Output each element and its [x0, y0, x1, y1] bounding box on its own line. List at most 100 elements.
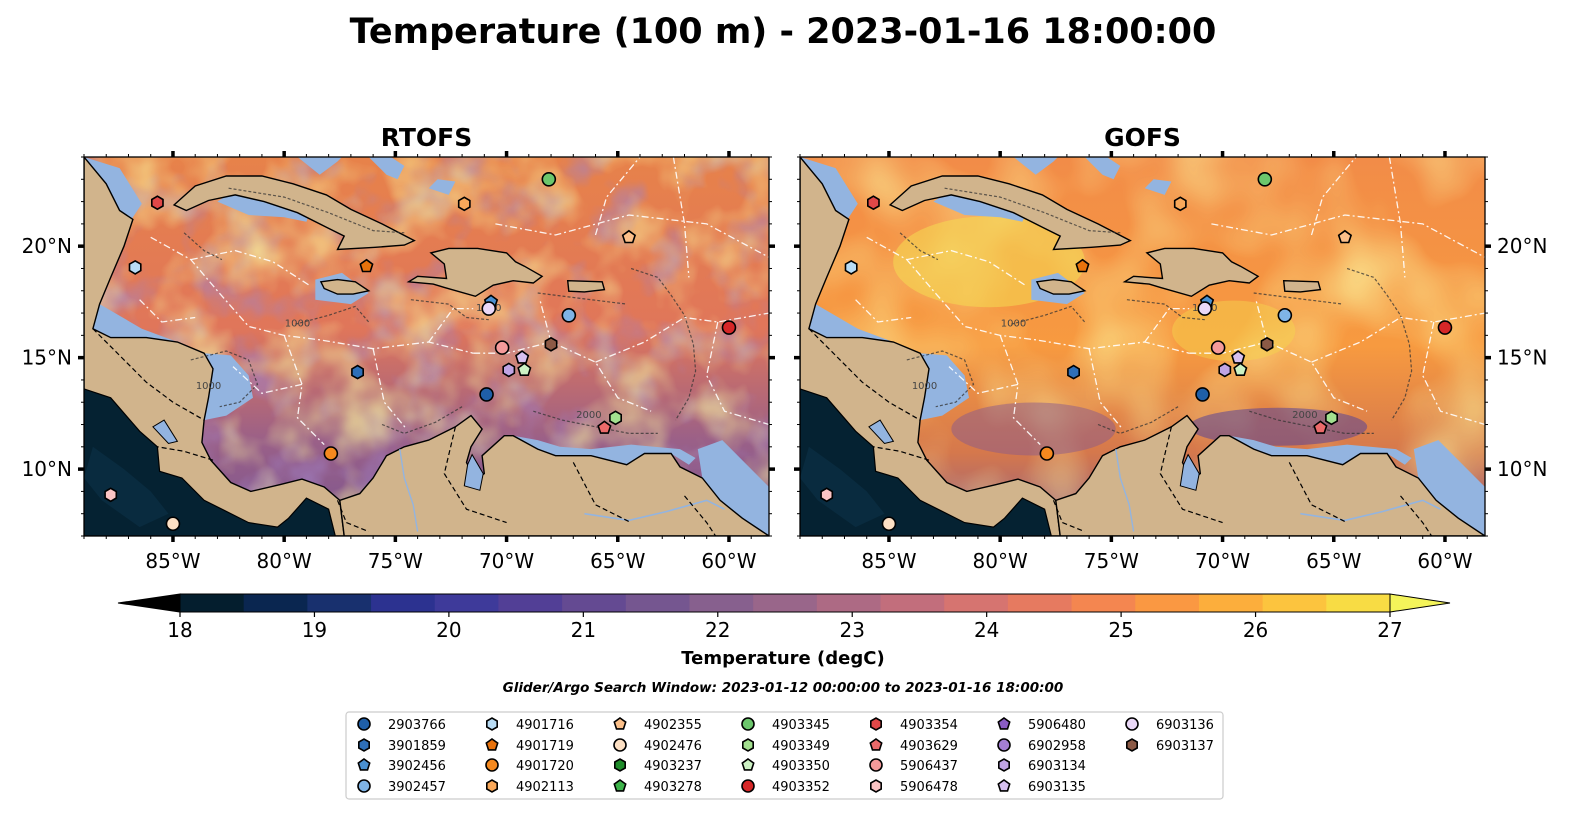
lat-tick-label: 15°N — [1497, 346, 1547, 370]
float-marker-4903352 — [721, 320, 737, 335]
legend-item: 4903237 — [614, 758, 702, 774]
bathymetry-contour — [1126, 299, 1205, 321]
lon-tick-label: 60°W — [701, 549, 756, 573]
eez-boundary — [595, 312, 769, 363]
legend-label: 6903135 — [1028, 780, 1086, 795]
lat-tick-label: 15°N — [22, 346, 72, 370]
shallow-shelf — [204, 353, 253, 421]
legend-marker-circle — [357, 717, 371, 731]
pacific-texture — [800, 446, 885, 528]
country-border — [92, 328, 205, 421]
river — [1115, 448, 1135, 532]
colorbar-segment — [562, 594, 627, 612]
legend-label: 5906437 — [900, 759, 958, 774]
legend-label: 4902476 — [644, 739, 702, 754]
legend-marker-pentagon — [357, 758, 371, 771]
float-marker-5906478 — [820, 487, 834, 503]
lon-tick-label: 65°W — [1306, 549, 1361, 573]
legend-label: 4902355 — [644, 718, 702, 733]
country-border — [1052, 500, 1085, 533]
lake — [868, 419, 895, 445]
country-border — [157, 446, 214, 461]
float-marker-6903135 — [1231, 350, 1246, 364]
shallow-shelf — [297, 157, 342, 175]
contour-label: 1000 — [1001, 318, 1026, 329]
shallow-shelf — [933, 192, 1027, 222]
colorbar-segment — [1326, 594, 1391, 612]
shallow-shelf — [1229, 435, 1412, 465]
colorbar-tick-label: 22 — [705, 618, 730, 642]
legend-label: 6903136 — [1156, 718, 1214, 733]
bathymetry-contour — [1253, 292, 1343, 305]
land — [1035, 278, 1087, 295]
contour-label: 1000 — [196, 381, 221, 392]
shallow-shelf — [217, 192, 311, 222]
legend-marker-hexagon — [486, 779, 498, 793]
lon-tick-label: 65°W — [590, 549, 645, 573]
legend-label: 4903350 — [772, 759, 830, 774]
legend-marker-circle — [869, 758, 883, 772]
lake — [463, 453, 484, 491]
country-border — [1288, 462, 1348, 524]
colorbar-tick-label: 26 — [1243, 618, 1268, 642]
float-marker-4902476 — [165, 516, 181, 532]
land — [566, 279, 606, 293]
float-marker-4901716 — [844, 259, 858, 275]
float-marker-6903136 — [1197, 301, 1213, 316]
shallow-shelf — [697, 440, 769, 536]
land — [406, 247, 544, 298]
colorbar-segment — [307, 594, 372, 612]
warm-patch — [1172, 300, 1296, 362]
legend-item: 3902457 — [357, 779, 446, 795]
float-marker-5906437 — [494, 340, 510, 355]
legend-item: 4901720 — [485, 758, 574, 774]
colorbar-tick-label: 24 — [974, 618, 999, 642]
float-marker-4901720 — [1039, 446, 1055, 461]
float-marker-4902113 — [1173, 196, 1187, 212]
legend-marker-pentagon — [613, 717, 627, 730]
land — [172, 175, 416, 251]
float-marker-4901719 — [359, 258, 374, 273]
colorbar-segment — [753, 594, 818, 612]
colorbar-segment — [816, 594, 882, 612]
lake — [1179, 453, 1200, 491]
float-marker-6903134 — [1218, 362, 1232, 378]
legend-label: 4901720 — [516, 759, 574, 774]
legend-marker-hexagon — [1126, 738, 1138, 752]
search-window-caption: Glider/Argo Search Window: 2023-01-12 00… — [503, 680, 1064, 696]
cool-band — [951, 402, 1116, 456]
legend-marker-pentagon — [741, 758, 755, 771]
map-frame — [799, 156, 1486, 537]
float-marker-5906437 — [1210, 340, 1226, 355]
bathymetry-contour — [1097, 406, 1179, 435]
figure-title: Temperature (100 m) - 2023-01-16 18:00:0… — [350, 12, 1217, 52]
legend-marker-circle — [741, 779, 755, 793]
lat-tick-label: 10°N — [22, 457, 72, 481]
float-marker-4903345 — [1257, 171, 1273, 187]
country-border — [1400, 495, 1433, 536]
float-marker-2903766 — [479, 387, 494, 402]
bathymetry-contour — [1249, 410, 1374, 434]
colorbar-segment — [243, 594, 308, 612]
bathymetry-contour — [906, 350, 975, 408]
colorbar-label: Temperature (degC) — [681, 648, 884, 669]
float-marker-4902355 — [1337, 229, 1353, 244]
legend-label: 5906478 — [900, 780, 958, 795]
country-border — [572, 462, 632, 524]
legend-item: 5906478 — [870, 779, 958, 795]
panel-title-rtofs: RTOFS — [381, 123, 473, 152]
land — [1282, 279, 1322, 293]
shallow-shelf — [808, 304, 894, 342]
colorbar-segment — [1198, 594, 1264, 612]
float-marker-6903137 — [544, 336, 558, 352]
map-panels: 1000 1000 1000 2000 85°W 80°W 75°W 70°W 65°W 60°W… — [22, 123, 1548, 573]
float-marker-3902457 — [1277, 307, 1293, 323]
legend-item: 4902355 — [613, 717, 702, 733]
bathymetry-contour — [944, 187, 1121, 234]
eez-boundary — [190, 249, 312, 287]
panel-title-gofs: GOFS — [1104, 123, 1181, 152]
legend-label: 4903349 — [772, 739, 830, 754]
pacific-ocean — [800, 388, 1052, 536]
shallow-shelf — [368, 157, 405, 180]
legend-label: 4903354 — [900, 718, 958, 733]
